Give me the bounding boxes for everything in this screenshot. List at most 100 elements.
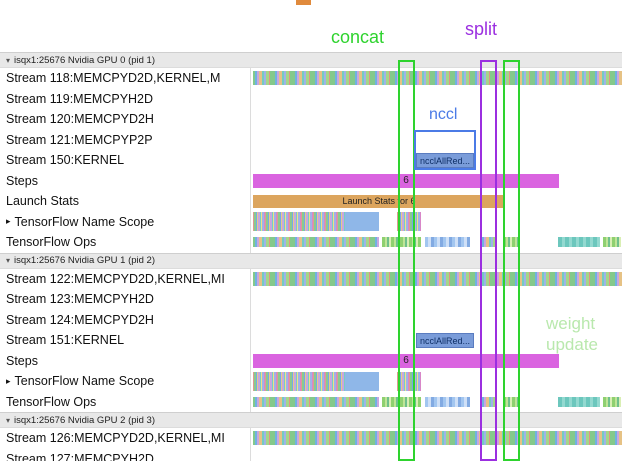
row-label[interactable]: Stream 123:MEMCPYH2D	[0, 289, 249, 310]
timeline-track[interactable]	[252, 289, 622, 310]
trace-event-bar[interactable]	[253, 271, 622, 286]
trace-row: Stream 151:KERNEL ncclAllRed...	[0, 330, 622, 351]
trace-row: Stream 127:MEMCPYH2D	[0, 449, 622, 461]
row-label[interactable]: Stream 119:MEMCPYH2D	[0, 89, 249, 110]
row-label-text: Stream 151:KERNEL	[6, 333, 125, 348]
trace-event-bar[interactable]	[382, 237, 421, 248]
timeline-track[interactable]	[252, 428, 622, 449]
trace-event-bar[interactable]	[397, 371, 421, 391]
section-title: isqx1:25676 Nvidia GPU 0 (pid 1)	[14, 54, 156, 66]
timeline-track[interactable]	[252, 68, 622, 89]
trace-event-bar[interactable]	[253, 212, 345, 232]
trace-event-bar[interactable]	[480, 396, 497, 407]
trace-row: Steps 6	[0, 351, 622, 372]
row-label[interactable]: Stream 151:KERNEL	[0, 330, 249, 351]
row-label[interactable]: TensorFlow Ops	[0, 232, 249, 253]
trace-event-bar[interactable]	[345, 212, 379, 232]
row-label-text: Stream 120:MEMCPYD2H	[6, 112, 154, 127]
trace-event-bar[interactable]	[503, 396, 520, 407]
trace-event-bar[interactable]: ncclAllRed...	[416, 152, 474, 168]
section-header[interactable]: ▾ isqx1:25676 Nvidia GPU 1 (pid 2)	[0, 252, 622, 269]
timeline-track[interactable]	[252, 232, 622, 253]
trace-event-bar[interactable]	[603, 237, 621, 248]
row-label-text: TensorFlow Ops	[6, 235, 97, 250]
timeline-track[interactable]	[252, 449, 622, 461]
row-label-text: Stream 122:MEMCPYD2D,KERNEL,MI	[6, 271, 225, 286]
trace-event-bar[interactable]: 6	[253, 173, 559, 188]
row-label-text: Stream 127:MEMCPYH2D	[6, 451, 154, 461]
row-label-text: Stream 124:MEMCPYD2H	[6, 312, 154, 327]
trace-event-bar[interactable]	[382, 396, 421, 407]
trace-row: Launch Stats Launch Stats for 6	[0, 191, 622, 212]
expand-arrow-icon[interactable]: ▸	[6, 216, 11, 227]
trace-event-bar[interactable]	[503, 237, 520, 248]
trace-event-bar[interactable]	[480, 237, 497, 248]
trace-event-bar[interactable]	[253, 396, 379, 407]
trace-row: TensorFlow Ops	[0, 232, 622, 253]
row-label-text: TensorFlow Name Scope	[14, 374, 155, 389]
timeline-track[interactable]: Launch Stats for 6	[252, 191, 622, 212]
trace-row: Stream 150:KERNEL ncclAllRed...	[0, 150, 622, 171]
row-label-text: TensorFlow Ops	[6, 394, 97, 409]
trace-row: Stream 126:MEMCPYD2D,KERNEL,MI	[0, 428, 622, 449]
trace-event-bar[interactable]	[425, 237, 470, 248]
timeline-track[interactable]	[252, 371, 622, 392]
timeline-track[interactable]	[252, 392, 622, 413]
row-label[interactable]: ▸ TensorFlow Name Scope	[0, 212, 249, 233]
row-label[interactable]: Stream 124:MEMCPYD2H	[0, 310, 249, 331]
trace-event-bar[interactable]	[253, 71, 622, 86]
trace-event-bar[interactable]	[253, 371, 345, 391]
row-label[interactable]: ▸ TensorFlow Name Scope	[0, 371, 249, 392]
trace-event-bar[interactable]: 6	[253, 353, 559, 368]
split-highlight-box	[480, 60, 497, 461]
trace-event-bar[interactable]	[253, 431, 622, 446]
timeline-track[interactable]: 6	[252, 351, 622, 372]
weight-update-line2: update	[546, 335, 598, 354]
trace-event-bar[interactable]	[425, 396, 470, 407]
trace-event-bar[interactable]	[345, 371, 379, 391]
trace-event-bar[interactable]	[603, 396, 621, 407]
trace-event-bar[interactable]	[558, 396, 600, 407]
trace-event-bar[interactable]	[558, 237, 600, 248]
row-label[interactable]: Stream 122:MEMCPYD2D,KERNEL,MI	[0, 269, 249, 290]
trace-row: Stream 124:MEMCPYD2H	[0, 310, 622, 331]
timeline-track[interactable]	[252, 212, 622, 233]
trace-event-bar[interactable]	[397, 212, 421, 232]
trace-row: Stream 120:MEMCPYD2H	[0, 109, 622, 130]
trace-event-bar[interactable]: ncclAllRed...	[416, 332, 474, 348]
row-label-text: Launch Stats	[6, 194, 79, 209]
row-label[interactable]: Stream 126:MEMCPYD2D,KERNEL,MI	[0, 428, 249, 449]
row-label[interactable]: Steps	[0, 171, 249, 192]
section-header[interactable]: ▾ isqx1:25676 Nvidia GPU 2 (pid 3)	[0, 412, 622, 428]
collapse-arrow-icon[interactable]: ▾	[6, 415, 11, 425]
row-label[interactable]: Stream 127:MEMCPYH2D	[0, 449, 249, 461]
row-label[interactable]: Steps	[0, 351, 249, 372]
row-label[interactable]: TensorFlow Ops	[0, 392, 249, 413]
timeline-track[interactable]	[252, 269, 622, 290]
timeline-track[interactable]: 6	[252, 171, 622, 192]
timeline-track[interactable]: ncclAllRed...	[252, 330, 622, 351]
collapse-arrow-icon[interactable]: ▾	[6, 256, 11, 265]
row-label[interactable]: Launch Stats	[0, 191, 249, 212]
trace-event-bar[interactable]: Launch Stats for 6	[253, 194, 505, 208]
row-label[interactable]: Stream 150:KERNEL	[0, 150, 249, 171]
timeline-track[interactable]: ncclAllRed...	[252, 150, 622, 171]
trace-event-bar[interactable]	[253, 237, 379, 248]
trace-row: TensorFlow Ops	[0, 392, 622, 413]
row-label[interactable]: Stream 120:MEMCPYD2H	[0, 109, 249, 130]
row-label[interactable]: Stream 118:MEMCPYD2D,KERNEL,M	[0, 68, 249, 89]
collapse-arrow-icon[interactable]: ▾	[6, 55, 11, 65]
weight-update-line1: weight	[546, 314, 596, 333]
row-label-text: Stream 123:MEMCPYH2D	[6, 292, 154, 307]
weight-update-annotation-label: weight update	[546, 313, 598, 355]
weight-update-highlight-box	[503, 60, 520, 461]
trace-row: Steps 6	[0, 171, 622, 192]
expand-arrow-icon[interactable]: ▸	[6, 375, 11, 386]
row-label[interactable]: Stream 121:MEMCPYP2P	[0, 130, 249, 151]
concat-highlight-box	[398, 60, 415, 461]
section-header[interactable]: ▾ isqx1:25676 Nvidia GPU 0 (pid 1)	[0, 52, 622, 68]
row-label-text: Stream 119:MEMCPYH2D	[6, 91, 154, 106]
trace-row: Stream 119:MEMCPYH2D	[0, 89, 622, 110]
row-label-text: TensorFlow Name Scope	[14, 214, 155, 229]
